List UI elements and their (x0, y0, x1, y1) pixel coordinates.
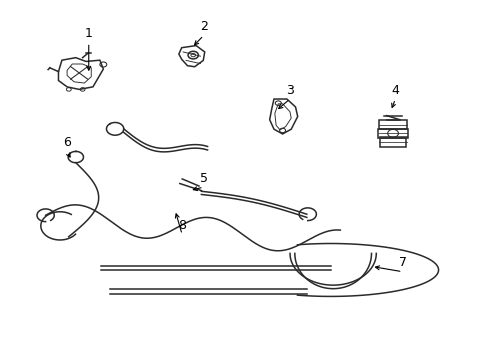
Text: 4: 4 (391, 84, 399, 96)
Text: 1: 1 (84, 27, 93, 40)
Text: 8: 8 (178, 219, 186, 232)
Text: 6: 6 (63, 136, 71, 149)
Text: 7: 7 (398, 256, 406, 269)
Text: 3: 3 (285, 84, 293, 96)
Text: 2: 2 (200, 20, 207, 33)
Text: 5: 5 (200, 172, 207, 185)
